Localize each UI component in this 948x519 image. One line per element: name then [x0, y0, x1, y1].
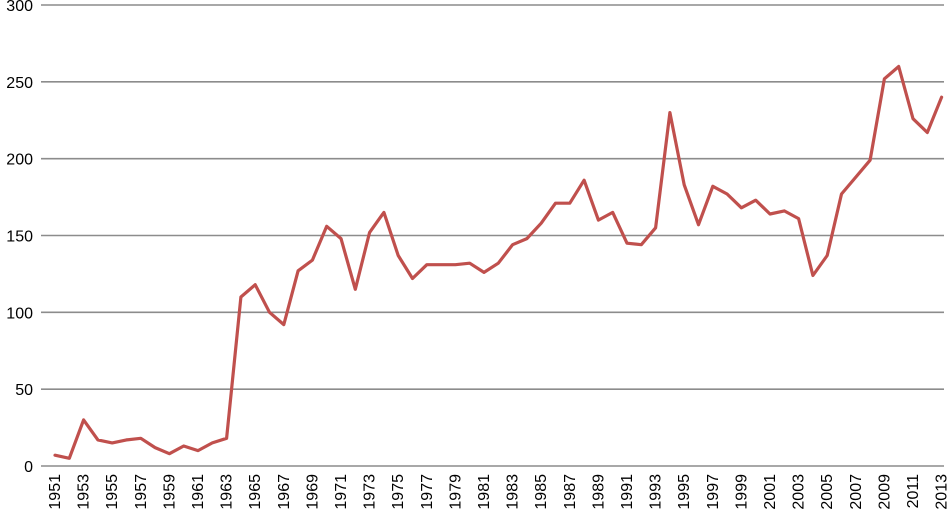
- x-tick-label-1961: 1961: [190, 474, 207, 510]
- y-tick-label-50: 50: [15, 382, 33, 399]
- x-tick-label-1955: 1955: [104, 474, 121, 510]
- x-tick-label-1967: 1967: [276, 474, 293, 510]
- y-tick-label-100: 100: [6, 305, 33, 322]
- x-tick-label-1995: 1995: [676, 474, 693, 510]
- x-tick-label-1989: 1989: [590, 474, 607, 510]
- x-tick-label-1963: 1963: [219, 474, 236, 510]
- x-tick-label-2005: 2005: [819, 474, 836, 510]
- x-tick-label-1977: 1977: [419, 474, 436, 510]
- y-tick-label-200: 200: [6, 152, 33, 169]
- y-tick-label-150: 150: [6, 229, 33, 246]
- x-tick-label-1965: 1965: [247, 474, 264, 510]
- y-tick-label-250: 250: [6, 75, 33, 92]
- x-tick-label-1971: 1971: [333, 474, 350, 510]
- x-tick-label-2009: 2009: [876, 474, 893, 510]
- x-tick-label-2003: 2003: [791, 474, 808, 510]
- y-axis-tick-labels: 0 50 100 150 200 250 300: [6, 0, 33, 476]
- x-tick-label-1999: 1999: [733, 474, 750, 510]
- x-axis-tick-labels: 1951 1953 1955 1957 1959 1961 1963 1965 1967 1969…: [47, 474, 948, 510]
- x-tick-label-2013: 2013: [934, 474, 948, 510]
- gridlines: [41, 4, 944, 467]
- x-tick-label-1991: 1991: [619, 474, 636, 510]
- x-tick-label-1975: 1975: [390, 474, 407, 510]
- series-layer: [53, 64, 944, 460]
- x-tick-label-1957: 1957: [133, 474, 150, 510]
- x-tick-label-1993: 1993: [648, 474, 665, 510]
- x-tick-label-1969: 1969: [304, 474, 321, 510]
- x-tick-label-1981: 1981: [476, 474, 493, 510]
- x-tick-label-1959: 1959: [161, 474, 178, 510]
- y-tick-label-0: 0: [24, 459, 33, 476]
- x-tick-label-1985: 1985: [533, 474, 550, 510]
- y-tick-label-300: 300: [6, 0, 33, 15]
- x-tick-label-2001: 2001: [762, 474, 779, 510]
- x-tick-label-1973: 1973: [362, 474, 379, 510]
- x-tick-label-1997: 1997: [705, 474, 722, 510]
- x-tick-label-2011: 2011: [905, 474, 922, 509]
- x-tick-label-1987: 1987: [562, 474, 579, 510]
- x-tick-label-1979: 1979: [447, 474, 464, 510]
- x-tick-label-1983: 1983: [505, 474, 522, 510]
- x-tick-label-1951: 1951: [47, 474, 64, 510]
- x-tick-label-2007: 2007: [848, 474, 865, 510]
- series-line-0: [53, 64, 944, 460]
- x-tick-label-1953: 1953: [76, 474, 93, 510]
